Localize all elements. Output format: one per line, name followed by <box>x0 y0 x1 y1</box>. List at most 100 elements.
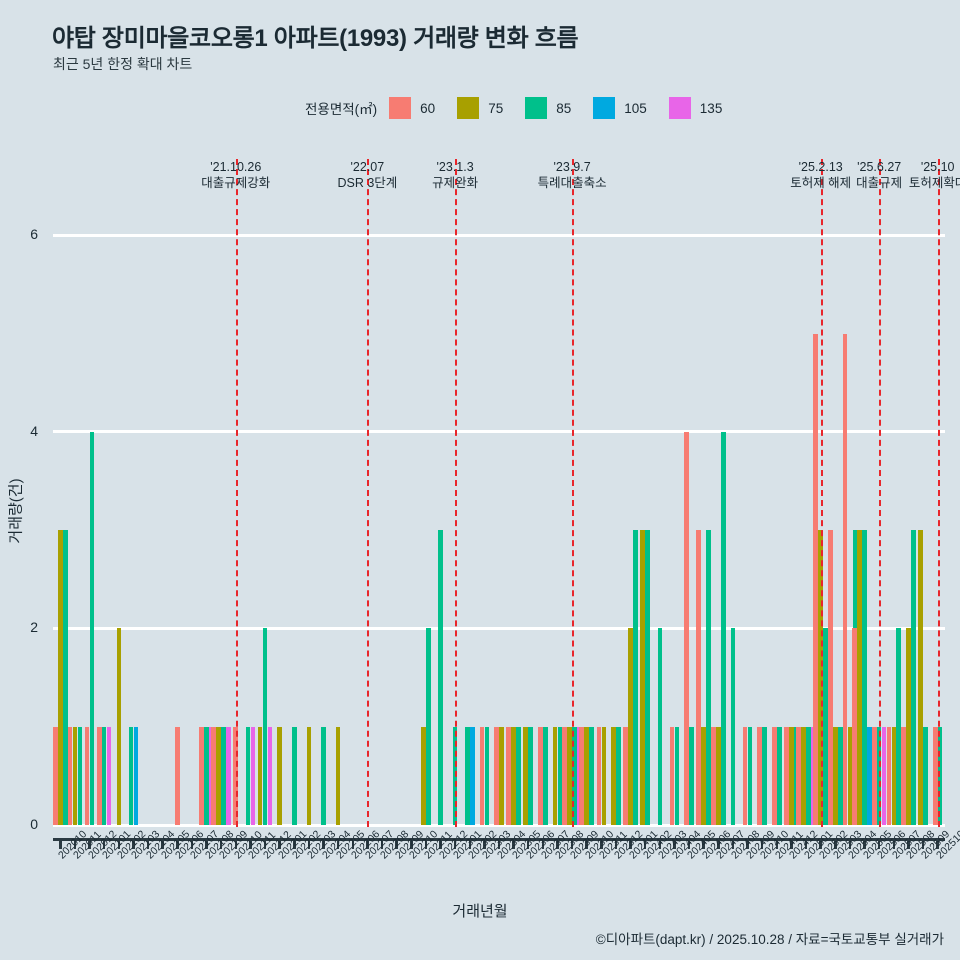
bar-202503-85[interactable] <box>837 726 843 825</box>
bar-202203-75[interactable] <box>306 726 312 825</box>
bar-202405-60[interactable] <box>684 431 689 825</box>
bar-202504-60[interactable] <box>842 333 848 825</box>
legend-item-75[interactable]: 75 <box>457 97 521 119</box>
bar-202112-75[interactable] <box>257 726 263 825</box>
bar-202507-85[interactable] <box>896 628 902 825</box>
bar-202310-75[interactable] <box>584 726 590 825</box>
bar-202412-75[interactable] <box>789 726 794 825</box>
bar-202305-85[interactable] <box>516 726 521 825</box>
bar-202412-60[interactable] <box>784 726 789 825</box>
bar-202506-135[interactable] <box>881 726 887 825</box>
bar-202012-85[interactable] <box>89 431 95 825</box>
legend-item-85[interactable]: 85 <box>525 97 589 119</box>
bar-202306-75[interactable] <box>523 726 529 825</box>
bar-202408-85[interactable] <box>730 628 736 825</box>
bar-202505-105[interactable] <box>867 726 872 825</box>
bar-202401-60[interactable] <box>623 726 628 825</box>
bar-202109-85[interactable] <box>221 726 226 825</box>
bar-202312-85[interactable] <box>616 726 621 825</box>
bar-202411-60[interactable] <box>772 726 777 825</box>
bar-202401-75[interactable] <box>628 628 633 825</box>
bar-202101-135[interactable] <box>106 726 112 825</box>
bar-202112-135[interactable] <box>267 726 273 825</box>
bar-202204-85[interactable] <box>321 726 326 825</box>
bar-202108-60[interactable] <box>199 726 204 825</box>
bar-202302-85[interactable] <box>464 726 470 825</box>
bar-202510-85[interactable] <box>937 726 943 825</box>
bar-202407-85[interactable] <box>720 431 726 825</box>
bar-202101-60[interactable] <box>96 726 102 825</box>
bar-202304-75[interactable] <box>499 726 504 825</box>
bar-202509-75[interactable] <box>918 530 923 825</box>
bar-202509-85[interactable] <box>923 726 928 825</box>
bar-202201-75[interactable] <box>277 726 282 825</box>
bar-202312-75[interactable] <box>611 726 616 825</box>
bar-202406-60[interactable] <box>696 530 702 825</box>
bar-202410-60[interactable] <box>757 726 763 825</box>
bar-202402-85[interactable] <box>645 530 650 825</box>
bar-202010-75[interactable] <box>58 530 63 825</box>
bar-202304-60[interactable] <box>494 726 499 825</box>
legend-item-105[interactable]: 105 <box>593 97 665 119</box>
bar-202309-60[interactable] <box>562 726 567 825</box>
bar-202401-85[interactable] <box>633 530 638 825</box>
bar-202404-85[interactable] <box>674 726 680 825</box>
bar-202506-60[interactable] <box>871 726 877 825</box>
bar-202501-75[interactable] <box>801 726 806 825</box>
bar-202308-85[interactable] <box>557 726 563 825</box>
bar-202109-60[interactable] <box>211 726 217 825</box>
bar-202507-75[interactable] <box>891 726 897 825</box>
bar-202305-75[interactable] <box>511 726 516 825</box>
bar-202012-60[interactable] <box>84 726 90 825</box>
bar-202404-60[interactable] <box>669 726 675 825</box>
bar-202103-85[interactable] <box>128 726 134 825</box>
bar-202501-85[interactable] <box>806 726 811 825</box>
bar-202211-75[interactable] <box>421 726 426 825</box>
bar-202102-75[interactable] <box>116 628 122 825</box>
bar-202310-60[interactable] <box>579 726 585 825</box>
bar-202503-60[interactable] <box>828 530 833 825</box>
bar-202211-85[interactable] <box>426 628 431 825</box>
bar-202010-85[interactable] <box>62 530 68 825</box>
bar-202405-85[interactable] <box>689 726 694 825</box>
bar-202111-85[interactable] <box>245 726 251 825</box>
bar-202307-85[interactable] <box>543 726 548 825</box>
bar-202508-75[interactable] <box>906 628 911 825</box>
bar-202308-75[interactable] <box>552 726 558 825</box>
bar-202409-60[interactable] <box>742 726 748 825</box>
bar-202112-85[interactable] <box>262 628 268 825</box>
bar-202407-60[interactable] <box>711 726 716 825</box>
bar-202011-60[interactable] <box>67 726 73 825</box>
bar-202508-85[interactable] <box>911 530 916 825</box>
bar-202504-75[interactable] <box>847 726 853 825</box>
bar-202101-85[interactable] <box>101 726 107 825</box>
bar-202505-60[interactable] <box>852 628 857 825</box>
legend-item-135[interactable]: 135 <box>668 97 741 119</box>
bar-202510-60[interactable] <box>932 726 938 825</box>
bar-202409-85[interactable] <box>747 726 753 825</box>
bar-202306-85[interactable] <box>528 726 533 825</box>
bar-202503-75[interactable] <box>833 726 838 825</box>
bar-202501-60[interactable] <box>796 726 801 825</box>
bar-202303-60[interactable] <box>479 726 485 825</box>
legend-item-60[interactable]: 60 <box>389 97 453 119</box>
bar-202109-75[interactable] <box>216 726 221 825</box>
bar-202111-135[interactable] <box>250 726 256 825</box>
bar-202407-75[interactable] <box>716 726 721 825</box>
bar-202108-85[interactable] <box>204 726 209 825</box>
bar-202507-60[interactable] <box>886 726 892 825</box>
bar-202103-105[interactable] <box>133 726 139 825</box>
bar-202402-75[interactable] <box>640 530 646 825</box>
bar-202202-85[interactable] <box>291 726 297 825</box>
bar-202307-60[interactable] <box>538 726 543 825</box>
bar-202311-60[interactable] <box>596 726 602 825</box>
bar-202310-85[interactable] <box>589 726 594 825</box>
bar-202311-75[interactable] <box>601 726 607 825</box>
bar-202505-85[interactable] <box>862 530 867 825</box>
bar-202302-105[interactable] <box>469 726 475 825</box>
bar-202411-85[interactable] <box>777 726 782 825</box>
bar-202205-75[interactable] <box>335 726 341 825</box>
bar-202410-85[interactable] <box>762 726 767 825</box>
bar-202403-85[interactable] <box>657 628 663 825</box>
bar-202106-60[interactable] <box>175 726 180 825</box>
